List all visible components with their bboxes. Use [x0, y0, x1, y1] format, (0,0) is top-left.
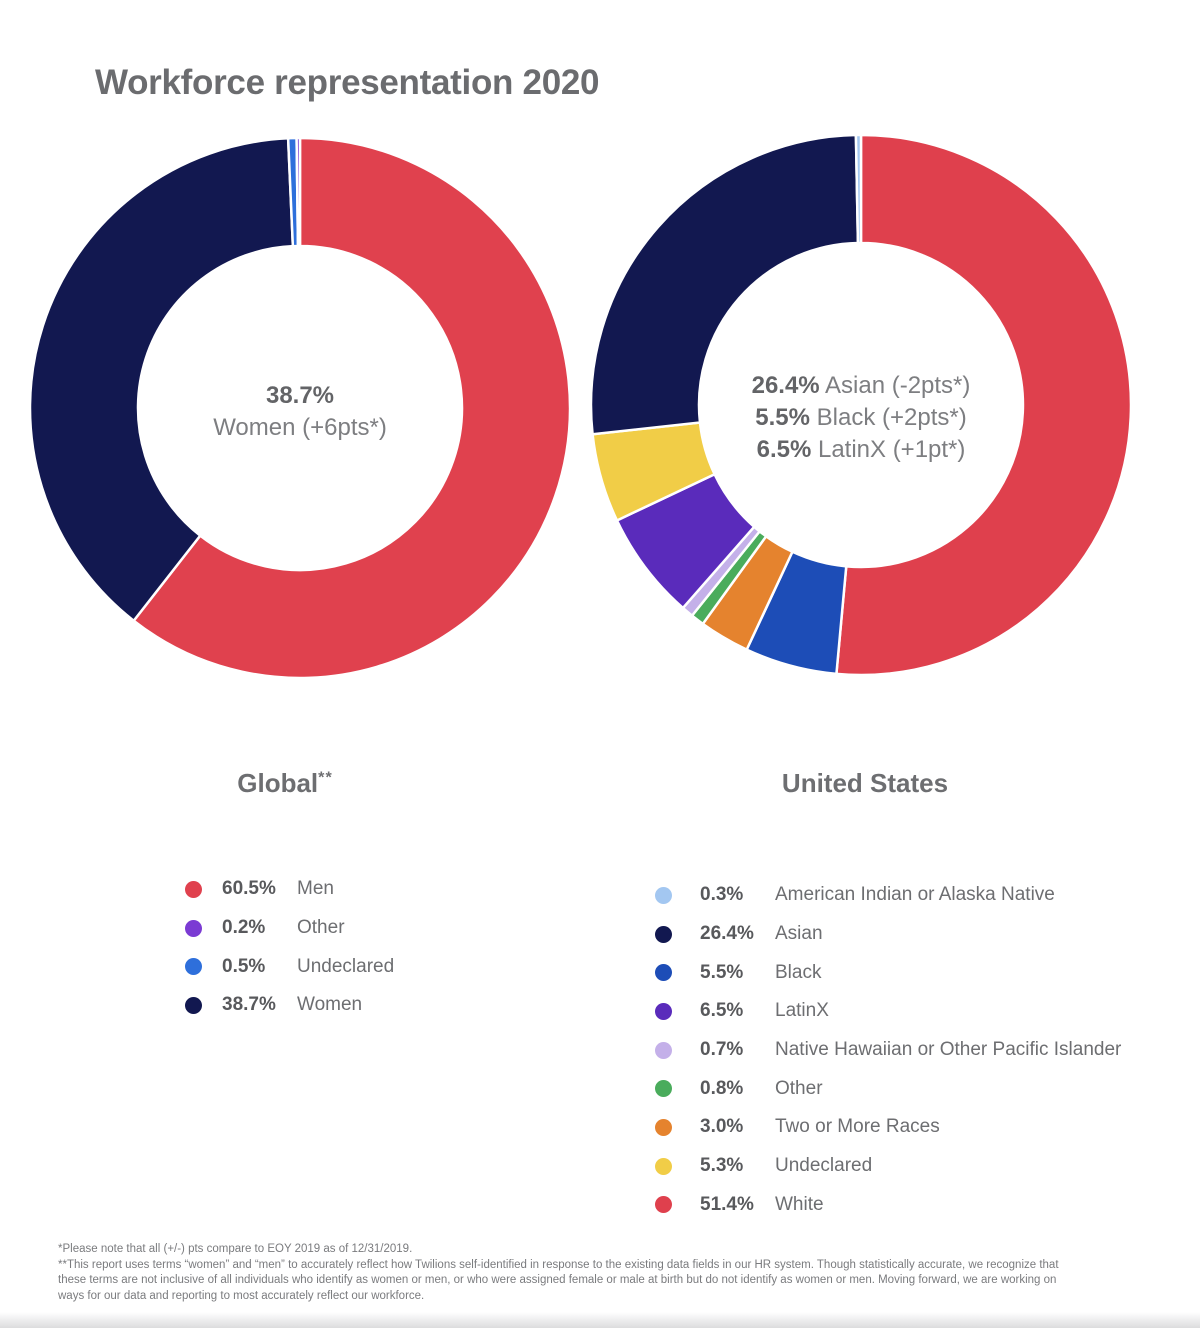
legend-color-dot [655, 1080, 672, 1098]
legend-percentage: 60.5% [222, 878, 276, 900]
legend-percentage: 0.7% [700, 1039, 744, 1061]
legend-percentage: 5.5% [700, 961, 744, 983]
footnote-double-asterisk: **This report uses terms “women” and “me… [58, 1258, 1059, 1302]
global-legend-row-other: 0.2% Other [185, 909, 394, 948]
legend-percentage: 3.0% [700, 1116, 744, 1138]
us-legend-row-undeclared: 5.3% Undeclared [655, 1147, 1121, 1186]
legend-label: Undeclared [297, 955, 395, 977]
legend-color-dot [185, 996, 202, 1014]
us-legend-row-latinx: 6.5% LatinX [655, 992, 1121, 1031]
legend-percentage: 6.5% [700, 1000, 744, 1022]
global-legend-row-undeclared: 0.5% Undeclared [185, 947, 394, 986]
us-legend-row-two-or-more-races: 3.0% Two or More Races [655, 1108, 1121, 1147]
us-legend-row-other: 0.8% Other [655, 1069, 1121, 1108]
legend-color-dot [185, 958, 202, 976]
legend-label: Other [297, 917, 345, 939]
footnotes: *Please note that all (+/-) pts compare … [58, 1242, 1066, 1304]
legend-percentage: 51.4% [700, 1193, 754, 1215]
global-center-line: 38.7% [265, 382, 335, 409]
legend-label: Black [775, 961, 822, 983]
global-legend-row-men: 60.5% Men [185, 870, 394, 909]
legend-percentage: 38.7% [222, 994, 276, 1016]
legend-percentage: 0.2% [222, 917, 266, 939]
us-legend-row-asian: 26.4% Asian [655, 915, 1121, 954]
us-donut-chart: 26.4% Asian (-2pts*) 5.5% Black (+2pts*) 6… [589, 133, 1133, 677]
us-center-line: 6.5% LatinX (+1pt*) [756, 436, 966, 463]
legend-color-dot [655, 925, 672, 943]
legend-label: White [775, 1193, 824, 1215]
us-legend-row-native-hawaiian-or-other-pacific-islander: 0.7% Native Hawaiian or Other Pacific Isl… [655, 1031, 1121, 1070]
legend-percentage: 0.3% [700, 884, 744, 906]
legend-label: Undeclared [775, 1155, 873, 1177]
legend-color-dot [655, 1118, 672, 1136]
us-donut-center-label: 26.4% Asian (-2pts*) 5.5% Black (+2pts*) 6… [711, 370, 1011, 466]
legend-label: Native Hawaiian or Other Pacific Islande… [775, 1039, 1122, 1061]
global-chart-title-text: Global [237, 768, 319, 798]
legend-color-dot [655, 1157, 672, 1175]
legend-percentage: 5.3% [700, 1155, 744, 1177]
legend-color-dot [655, 1002, 672, 1020]
legend-label: LatinX [775, 1000, 829, 1022]
legend-label: American Indian or Alaska Native [775, 884, 1055, 906]
us-slice-american-indian-or-alaska-native [854, 133, 863, 245]
global-slice-women [28, 136, 295, 623]
legend-label: Asian [775, 923, 823, 945]
global-center-line: Women (+6pts*) [213, 414, 387, 441]
legend-label: Women [297, 994, 363, 1016]
us-chart-title-text: United States [781, 768, 949, 798]
legend-color-dot [185, 880, 202, 898]
us-legend-row-american-indian-or-alaska-native: 0.3% American Indian or Alaska Native [655, 876, 1121, 915]
legend-percentage: 26.4% [700, 923, 754, 945]
legend-color-dot [655, 1196, 672, 1214]
footnote-single-asterisk: *Please note that all (+/-) pts compare … [58, 1243, 413, 1255]
global-slice-men [131, 136, 572, 680]
legend-label: Two or More Races [775, 1116, 940, 1138]
global-legend-row-women: 38.7% Women [185, 986, 394, 1025]
legend-percentage: 0.5% [222, 955, 266, 977]
legend-color-dot [185, 919, 202, 937]
legend-color-dot [655, 886, 672, 904]
global-donut-chart: 38.7% Women (+6pts*) [28, 136, 572, 680]
global-chart-title: Global** [135, 768, 435, 799]
us-legend-row-black: 5.5% Black [655, 953, 1121, 992]
legend-percentage: 0.8% [700, 1077, 744, 1099]
legend-label: Men [297, 878, 334, 900]
us-center-line: 5.5% Black (+2pts*) [755, 404, 967, 431]
us-chart-title: United States [715, 768, 1015, 799]
us-slice-asian [589, 133, 860, 436]
global-title-footnote-marker: ** [318, 768, 333, 787]
global-legend: 60.5% Men 0.2% Other 0.5% Undeclared 38.7% Wome… [185, 870, 394, 1025]
us-legend: 0.3% American Indian or Alaska Native 26.4… [655, 876, 1121, 1224]
global-donut-center-label: 38.7% Women (+6pts*) [150, 380, 450, 444]
legend-color-dot [655, 1041, 672, 1059]
us-donut-svg [589, 133, 1133, 677]
bottom-page-fade [0, 1312, 1200, 1328]
legend-color-dot [655, 964, 672, 982]
us-legend-row-white: 51.4% White [655, 1186, 1121, 1225]
global-donut-svg [28, 136, 572, 680]
global-slice-other [295, 136, 302, 248]
legend-label: Other [775, 1077, 823, 1099]
page-title: Workforce representation 2020 [95, 63, 600, 103]
us-slice-white [835, 133, 1133, 677]
us-center-line: 26.4% Asian (-2pts*) [751, 372, 971, 399]
